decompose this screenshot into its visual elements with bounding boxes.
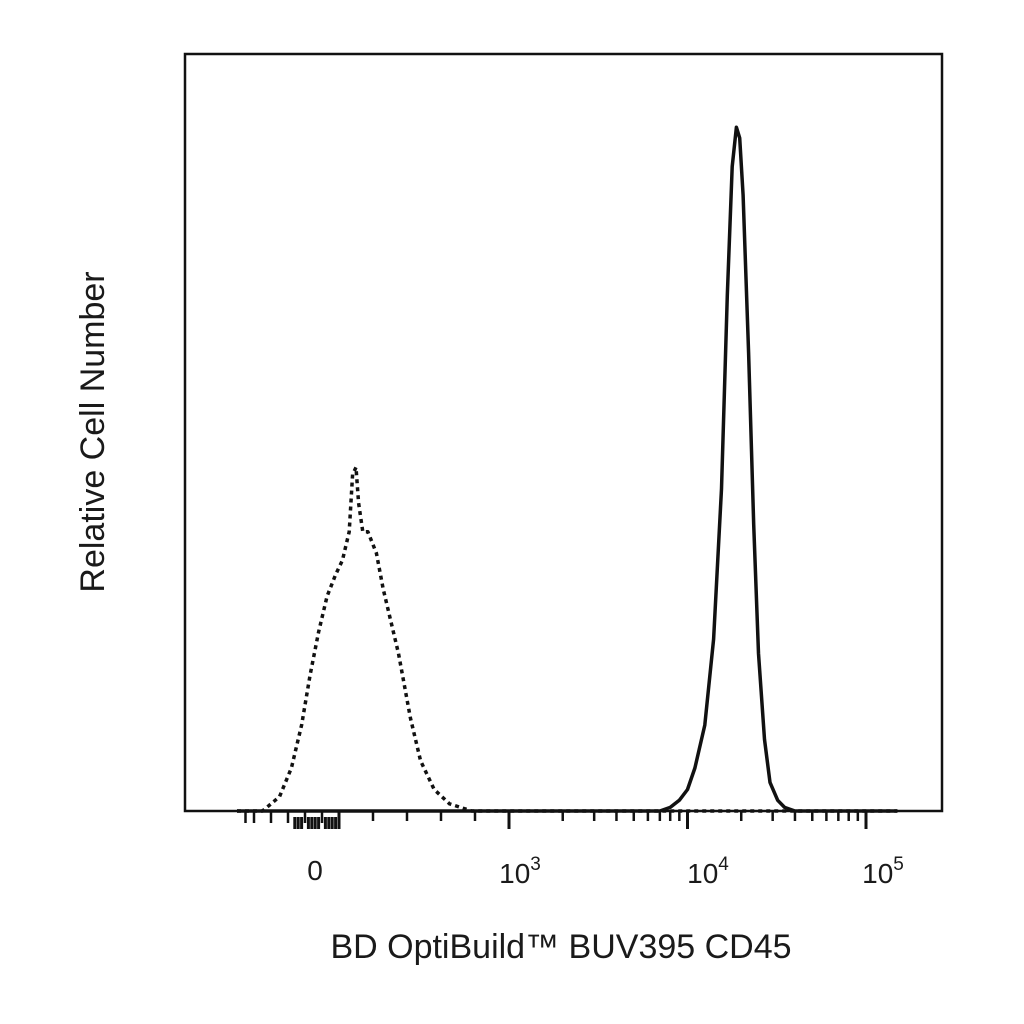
- series-line-dotted: [237, 465, 898, 813]
- x-tick-label-1e3: 103: [499, 854, 541, 889]
- y-axis-title: Relative Cell Number: [74, 271, 112, 592]
- x-major-ticks: [337, 811, 868, 829]
- series-layer: [237, 125, 898, 813]
- x-axis-title: BD OptiBuild™ BUV395 CD45: [330, 928, 791, 966]
- x-tick-label-0: 0: [307, 855, 323, 886]
- x-negative-ticks: [244, 811, 338, 829]
- x-tick-label-1e5: 105: [862, 854, 904, 889]
- plot-frame: [183, 52, 944, 813]
- series-line-solid: [237, 125, 898, 813]
- x-tick-label-1e4: 104: [687, 854, 729, 889]
